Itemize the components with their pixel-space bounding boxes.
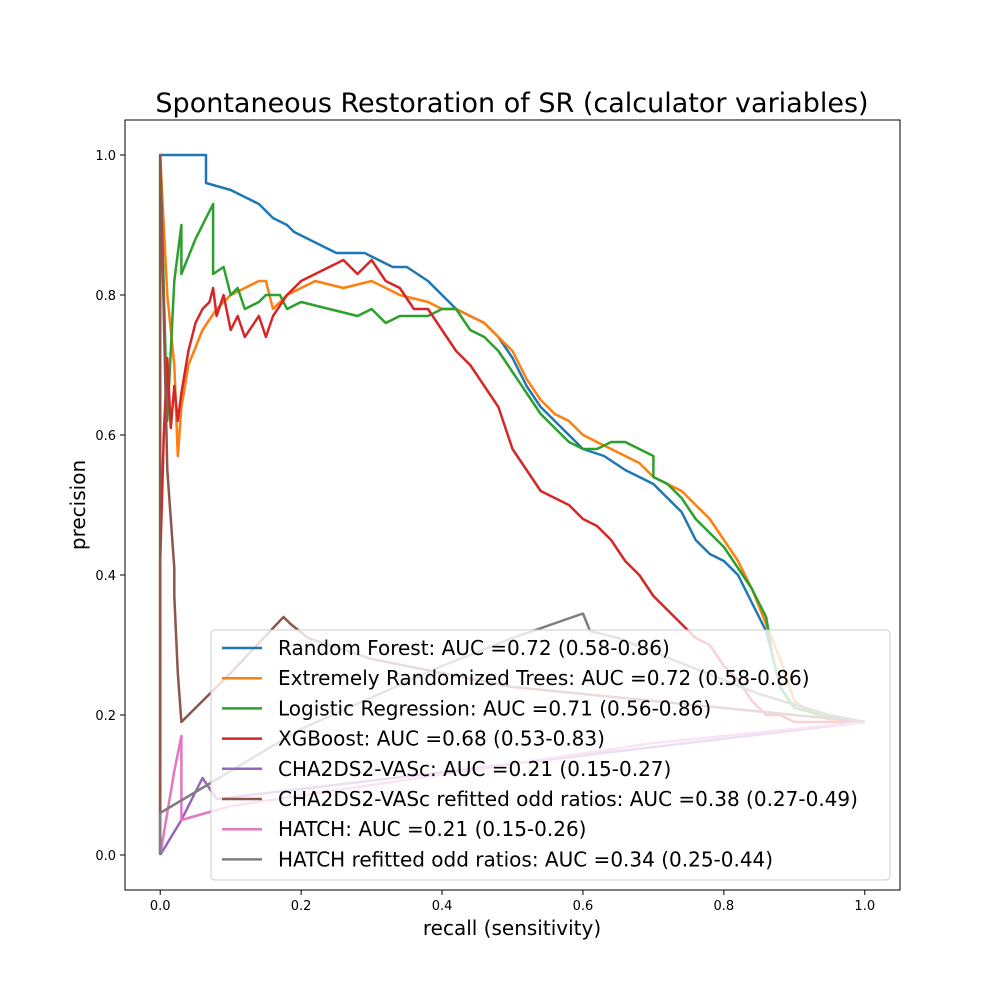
legend-label: CHA2DS2-VASc: AUC =0.21 (0.15-0.27): [278, 757, 671, 781]
x-tick-label: 0.8: [714, 899, 735, 914]
chart-title: Spontaneous Restoration of SR (calculato…: [155, 88, 868, 119]
plot-frame: [124, 119, 901, 891]
series-line-3: [158, 258, 865, 855]
y-tick-label: 0.0: [95, 849, 116, 864]
legend-frame: [210, 629, 891, 881]
y-axis-label: precision: [66, 460, 90, 550]
x-tick-label: 0.0: [150, 899, 171, 914]
x-tick-label: 1.0: [854, 899, 875, 914]
y-tick-label: 0.8: [95, 289, 116, 304]
y-tick-label: 0.6: [95, 429, 116, 444]
x-axis-label: recall (sensitivity): [423, 916, 601, 940]
legend-label: XGBoost: AUC =0.68 (0.53-0.83): [278, 727, 605, 751]
y-tick-label: 0.2: [95, 709, 116, 724]
legend-label: Random Forest: AUC =0.72 (0.58-0.86): [278, 636, 670, 660]
x-tick-label: 0.4: [432, 899, 453, 914]
x-tick-label: 0.6: [573, 899, 594, 914]
series-line-2: [158, 153, 866, 855]
legend: Random Forest: AUC =0.72 (0.58-0.86) Extr…: [210, 629, 891, 881]
y-tick-label: 0.4: [95, 569, 116, 584]
legend-label: Logistic Regression: AUC =0.71 (0.56-0.8…: [278, 696, 711, 720]
y-tick-label: 1.0: [95, 149, 116, 164]
legend-label: CHA2DS2-VASc refitted odd ratios: AUC =0…: [278, 787, 858, 811]
legend-label: HATCH: AUC =0.21 (0.15-0.26): [278, 817, 587, 841]
legend-label: HATCH refitted odd ratios: AUC =0.34 (0.…: [278, 847, 773, 871]
x-tick-label: 0.2: [291, 899, 312, 914]
legend-label: Extremely Randomized Trees: AUC =0.72 (0…: [278, 666, 810, 690]
